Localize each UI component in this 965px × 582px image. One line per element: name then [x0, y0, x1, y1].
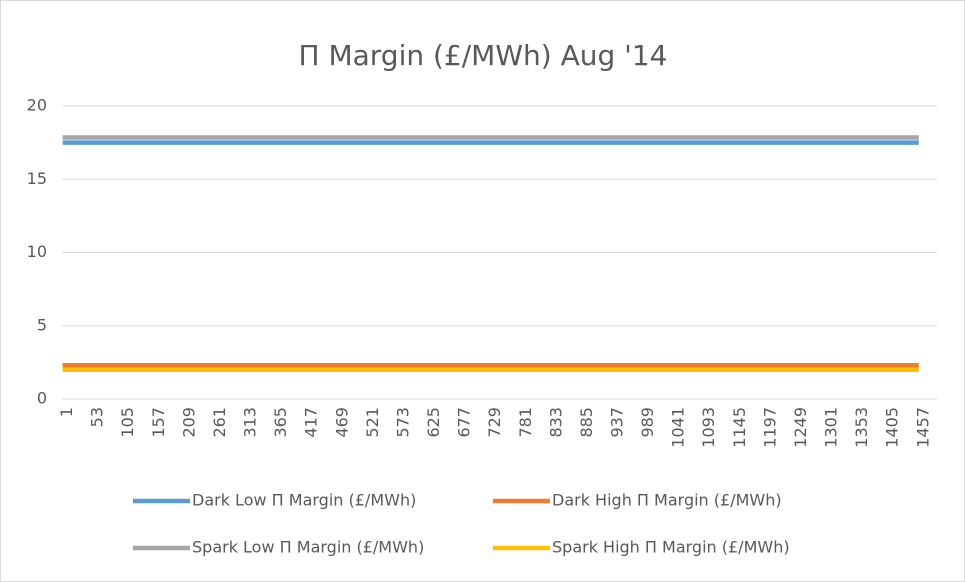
x-tick-label: 1249	[791, 407, 810, 448]
x-tick-label: 417	[302, 407, 321, 438]
y-tick-label: 20	[27, 96, 47, 115]
x-tick-label: 1041	[669, 407, 688, 448]
x-tick-label: 469	[332, 407, 351, 438]
x-tick-label: 1301	[822, 407, 841, 448]
x-tick-label: 1405	[883, 407, 902, 448]
legend-label: Dark Low Π Margin (£/MWh)	[192, 491, 416, 510]
x-tick-label: 105	[118, 407, 137, 438]
x-tick-label: 781	[516, 407, 535, 438]
x-tick-label: 729	[485, 407, 504, 438]
x-tick-label: 989	[638, 407, 657, 438]
legend-label: Spark High Π Margin (£/MWh)	[552, 538, 790, 557]
x-tick-label: 573	[393, 407, 412, 438]
x-tick-label: 521	[363, 407, 382, 438]
x-tick-label: 157	[149, 407, 168, 438]
x-tick-label: 1457	[913, 407, 932, 448]
x-tick-label: 625	[424, 407, 443, 438]
x-tick-label: 885	[577, 407, 596, 438]
x-tick-label: 209	[179, 407, 198, 438]
x-tick-label: 1093	[699, 407, 718, 448]
x-tick-label: 1197	[760, 407, 779, 448]
x-tick-label: 1	[57, 407, 76, 417]
y-tick-label: 5	[37, 315, 47, 334]
x-tick-label: 677	[455, 407, 474, 438]
y-tick-label: 15	[27, 169, 47, 188]
x-tick-label: 1145	[730, 407, 749, 448]
x-tick-label: 365	[271, 407, 290, 438]
chart-title: Π Margin (£/MWh) Aug '14	[299, 39, 668, 72]
x-tick-label: 53	[88, 407, 107, 427]
x-tick-label: 833	[546, 407, 565, 438]
y-tick-label: 0	[37, 389, 47, 408]
x-tick-label: 1353	[852, 407, 871, 448]
x-tick-label: 261	[210, 407, 229, 438]
y-tick-label: 10	[27, 242, 47, 261]
x-tick-label: 313	[241, 407, 260, 438]
x-tick-label: 937	[607, 407, 626, 438]
legend-label: Spark Low Π Margin (£/MWh)	[192, 538, 424, 557]
legend-label: Dark High Π Margin (£/MWh)	[552, 491, 782, 510]
